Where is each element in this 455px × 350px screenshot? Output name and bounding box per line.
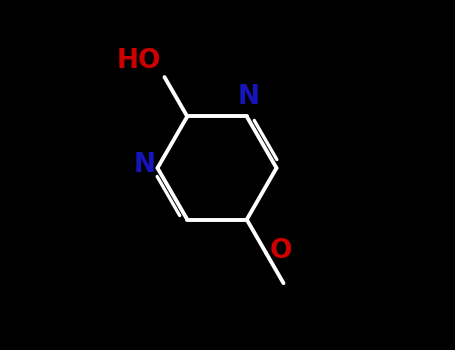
Text: N: N: [134, 152, 156, 177]
Text: HO: HO: [116, 48, 161, 74]
Text: N: N: [238, 84, 259, 110]
Text: O: O: [269, 238, 292, 264]
